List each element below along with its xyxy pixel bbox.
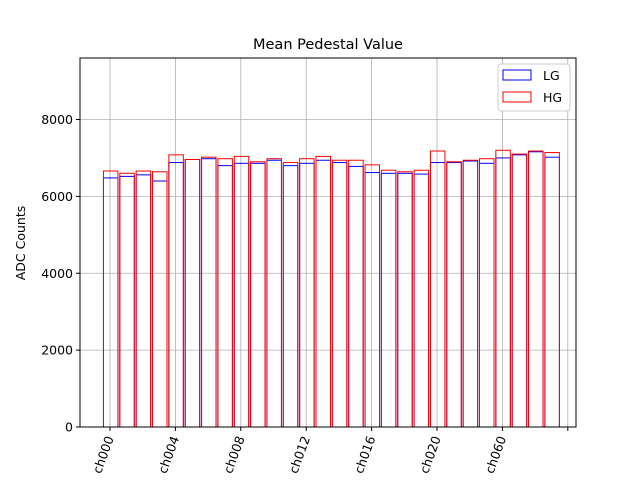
bar-lg <box>315 159 331 428</box>
bar-hg <box>299 158 315 428</box>
plot-frame <box>79 57 577 428</box>
bars <box>102 149 560 428</box>
bar-hg <box>201 156 217 428</box>
grid <box>80 58 576 428</box>
bar-hg <box>511 153 528 428</box>
bar-hg <box>282 162 299 428</box>
y-axis-label: ADC Counts <box>13 206 28 281</box>
x-axis: ch000 ch004 ch008 ch012 ch016 ch020 ch060 <box>90 427 569 475</box>
bar-lg <box>397 172 413 428</box>
y-tick-label: 0 <box>65 420 73 435</box>
bar-lg <box>217 165 233 428</box>
legend-label-lg: LG <box>543 68 560 83</box>
bar-lg <box>380 172 397 428</box>
bar-hg <box>429 150 446 428</box>
bar-hg <box>331 159 348 428</box>
x-tick-label: ch012 <box>286 434 313 475</box>
bar-hg <box>380 169 397 428</box>
bar-hg <box>495 149 511 428</box>
bar-hg <box>397 171 413 428</box>
bar-hg <box>233 155 250 428</box>
y-tick-label: 6000 <box>41 189 73 204</box>
bar-hg <box>266 158 282 428</box>
bar-lg <box>544 156 560 428</box>
bar-lg <box>348 165 364 428</box>
bar-lg <box>429 162 446 428</box>
bar-lg <box>152 180 168 428</box>
bar-hg <box>152 171 168 428</box>
bar-hg <box>250 161 266 428</box>
legend: LG HG <box>497 63 571 112</box>
bar-lg <box>233 162 250 428</box>
x-tick-label: ch016 <box>351 434 378 475</box>
legend-label-hg: HG <box>543 90 562 105</box>
bar-lg <box>331 162 348 428</box>
bar-hg <box>479 158 495 428</box>
legend-swatch-hg <box>502 91 532 103</box>
bar-hg <box>364 164 381 428</box>
bar-lg <box>495 157 511 428</box>
bar-hg <box>168 154 184 428</box>
bar-hg <box>462 159 479 428</box>
bar-hg <box>102 170 119 428</box>
y-tick-label: 8000 <box>41 112 73 127</box>
bar-lg <box>479 162 495 428</box>
bar-lg <box>102 177 119 428</box>
bar-lg <box>282 165 299 428</box>
y-axis: 0 2000 4000 6000 8000 <box>41 112 80 435</box>
bar-lg <box>119 175 135 428</box>
legend-box <box>497 63 571 112</box>
bar-lg <box>299 162 315 428</box>
bar-lg <box>413 173 430 428</box>
y-tick-label: 2000 <box>41 343 73 358</box>
x-tick-label: ch020 <box>417 434 444 475</box>
legend-swatch-lg <box>502 69 532 81</box>
bar-hg <box>446 161 462 428</box>
x-tick-label: ch008 <box>220 434 247 475</box>
bar-lg <box>135 174 152 428</box>
bar-hg <box>348 159 364 428</box>
x-tick-label: ch004 <box>155 434 182 475</box>
bar-hg <box>217 158 233 428</box>
bar-lg <box>266 159 282 428</box>
bar-lg <box>184 158 201 428</box>
bar-lg <box>511 154 528 428</box>
bar-hg <box>413 169 430 428</box>
bar-hg <box>544 152 560 428</box>
bar-hg <box>184 158 201 428</box>
bar-lg <box>462 160 479 428</box>
y-tick-label: 4000 <box>41 266 73 281</box>
bar-lg <box>250 162 266 428</box>
bar-hg <box>528 150 544 428</box>
x-tick-label: ch060 <box>482 434 509 475</box>
chart-title: Mean Pedestal Value <box>253 37 403 53</box>
bar-hg <box>315 155 331 428</box>
bar-hg <box>119 172 135 428</box>
bar-lg <box>168 162 184 428</box>
bar-lg <box>364 172 381 428</box>
bar-lg <box>201 158 217 428</box>
x-tick-label: ch000 <box>90 434 117 475</box>
bar-hg <box>135 170 152 428</box>
bar-lg <box>528 151 544 428</box>
bar-lg <box>446 162 462 428</box>
